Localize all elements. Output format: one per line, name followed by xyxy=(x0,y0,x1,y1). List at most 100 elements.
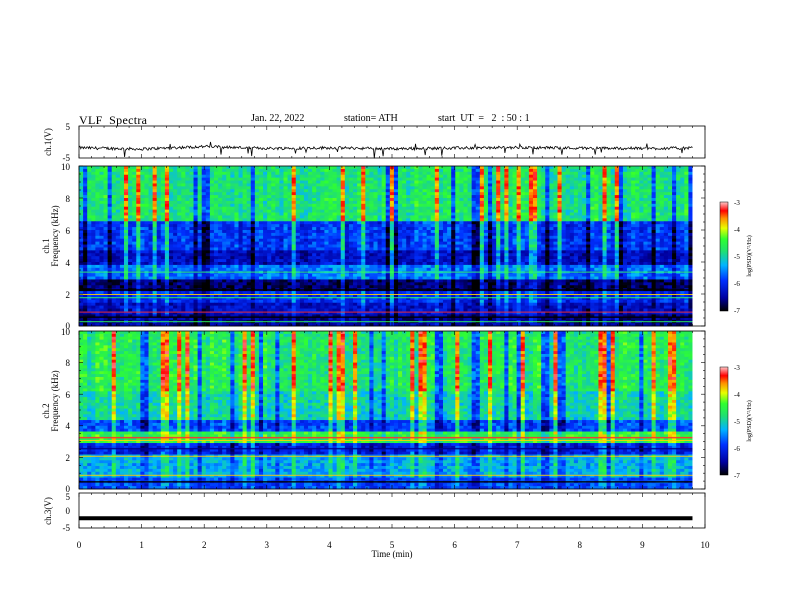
spectrogram-cell xyxy=(676,195,681,199)
spectrogram-cell xyxy=(512,230,518,234)
spectrogram-cell xyxy=(377,215,383,219)
spectrogram-cell xyxy=(643,218,648,222)
spectrogram-cell xyxy=(312,212,317,216)
spectrogram-cell xyxy=(348,168,354,173)
spectrogram-cell xyxy=(594,244,599,248)
spectrogram-cell xyxy=(140,203,145,208)
spectrogram-cell xyxy=(107,230,113,234)
spectrogram-cell xyxy=(676,227,681,231)
spectrogram-cell xyxy=(582,183,587,187)
spectrogram-cell xyxy=(144,186,149,190)
spectrogram-cell xyxy=(91,256,96,260)
spectrogram-cell xyxy=(254,224,260,228)
spectrogram-cell xyxy=(246,218,252,222)
spectrogram-cell xyxy=(508,180,513,184)
spectrogram-cell xyxy=(332,183,338,187)
spectrogram-cell xyxy=(369,253,374,257)
spectrogram-cell xyxy=(140,232,145,237)
spectrogram-cell xyxy=(344,247,350,251)
spectrogram-cell xyxy=(500,227,505,231)
spectrogram-cell xyxy=(201,174,207,179)
spectrogram-cell xyxy=(598,241,603,245)
spectrogram-cell xyxy=(438,180,444,184)
spectrogram-cell xyxy=(303,259,309,263)
spectrogram-cell xyxy=(218,259,223,263)
spectrogram-cell xyxy=(177,209,182,213)
spectrogram-cell xyxy=(467,227,473,231)
spectrogram-cell xyxy=(410,224,415,228)
spectrogram-cell xyxy=(132,177,137,181)
spectrogram-cell xyxy=(316,259,321,263)
spectrogram-cell xyxy=(168,195,174,199)
spectrogram-cell xyxy=(528,227,534,231)
spectrogram-cell xyxy=(160,174,166,179)
spectrogram-cell xyxy=(258,238,264,243)
spectrogram-cell xyxy=(553,253,558,257)
spectrogram-cell xyxy=(303,224,309,228)
spectrogram-cell xyxy=(565,195,571,199)
spectrogram-cell xyxy=(504,166,509,170)
spectrogram-cell xyxy=(83,247,88,251)
spectrogram-cell xyxy=(606,230,612,234)
spectrogram-cell xyxy=(234,244,239,248)
spectrogram-cell xyxy=(606,256,612,260)
spectrogram-cell xyxy=(369,195,374,199)
spectrogram-cell xyxy=(614,203,620,208)
spectrogram-cell xyxy=(451,244,456,248)
spectrogram-cell xyxy=(164,227,170,231)
spectrogram-cell xyxy=(164,241,170,245)
spectrogram-cell xyxy=(107,241,113,245)
spectrogram-cell xyxy=(471,227,477,231)
spectrogram-cell xyxy=(361,180,366,184)
spectrogram-cell xyxy=(230,177,235,181)
spectrogram-cell xyxy=(631,215,636,219)
spectrogram-cell xyxy=(279,247,284,251)
spectrogram-cell xyxy=(324,166,329,170)
spectrogram-cell xyxy=(168,224,174,228)
spectrogram-cell xyxy=(103,235,109,240)
spectrogram-cell xyxy=(312,227,317,231)
spectrogram-cell xyxy=(353,192,358,196)
spectrogram-cell xyxy=(430,206,436,211)
spectrogram-cell xyxy=(250,192,256,196)
spectrogram-cell xyxy=(672,235,677,240)
spectrogram-cell xyxy=(119,174,125,179)
spectrogram-cell xyxy=(132,195,137,199)
spectrogram-cell xyxy=(430,180,436,184)
spectrogram-cell xyxy=(647,180,652,184)
spectrogram-cell xyxy=(123,192,129,196)
spectrogram-cell xyxy=(618,227,624,231)
spectrogram-cell xyxy=(459,232,464,237)
spectrogram-cell xyxy=(160,180,166,184)
spectrogram-cell xyxy=(402,171,407,176)
spectrogram-cell xyxy=(291,203,297,208)
spectrogram-cell xyxy=(115,177,121,181)
spectrogram-cell xyxy=(299,203,305,208)
spectrogram-cell xyxy=(438,250,444,254)
spectrogram-cell xyxy=(312,259,317,263)
spectrogram-cell xyxy=(168,168,174,173)
spectrogram-cell xyxy=(328,177,333,181)
spectrogram-cell xyxy=(537,198,542,202)
spectrogram-cell xyxy=(500,241,505,245)
spectrogram-cell xyxy=(271,241,276,245)
spectrogram-cell xyxy=(512,244,518,248)
spectrogram-cell xyxy=(316,215,321,219)
spectrogram-cell xyxy=(496,215,501,219)
spectrogram-cell xyxy=(561,183,567,187)
spectrogram-cell xyxy=(111,247,117,251)
spectrogram-cell xyxy=(328,198,333,202)
spectrogram-cell xyxy=(324,195,329,199)
spectrogram-cell xyxy=(594,253,599,257)
spectrogram-cell xyxy=(295,206,301,211)
spectrogram-cell xyxy=(140,253,145,257)
spectrogram-cell xyxy=(283,232,288,237)
spectrogram-cell xyxy=(455,221,460,225)
spectrogram-cell xyxy=(271,244,276,248)
spectrogram-cell xyxy=(136,200,141,205)
spectrogram-cell xyxy=(320,247,325,251)
spectrogram-cell xyxy=(136,241,141,245)
spectrogram-cell xyxy=(606,235,612,240)
spectrogram-cell xyxy=(316,186,321,190)
spectrogram-cell xyxy=(398,168,403,173)
